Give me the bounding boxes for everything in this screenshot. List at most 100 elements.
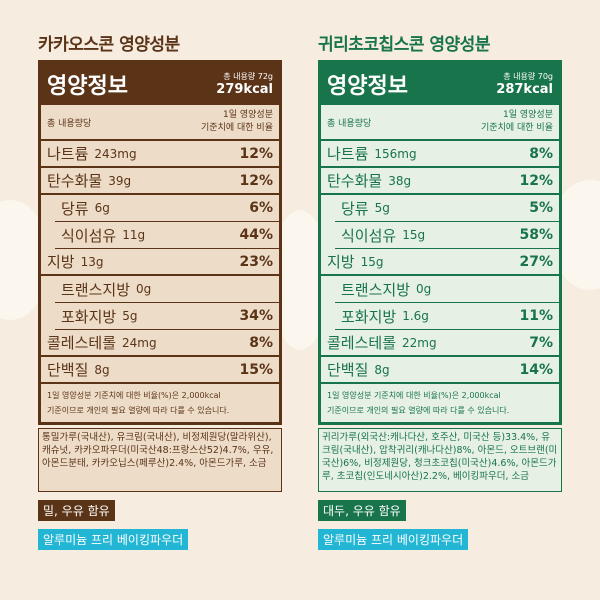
nutrient-name: 콜레스테롤	[327, 334, 397, 352]
nutrient-percent: 34%	[239, 308, 273, 324]
nutrient-percent: 23%	[239, 253, 273, 270]
tag-row: 밀, 우유 함유	[38, 492, 282, 521]
tag-row: 알루미늄 프리 베이킹파우더	[318, 521, 562, 550]
heading: 귀리초코칩스콘 영양성분	[318, 35, 490, 55]
heading: 카카오스콘 영양성분	[38, 35, 180, 55]
badge-tag: 알루미늄 프리 베이킹파우더	[38, 529, 189, 550]
kcal: 279kcal	[216, 82, 273, 97]
ingredients: 귀리가루(외국산:캐나다산, 호주산, 미국산 등)33.4%, 유크림(국내산…	[318, 428, 562, 492]
nutrient-row: 단백질 8g 14%	[321, 357, 559, 384]
nutrient-row: 나트륨 156mg 8%	[321, 141, 559, 168]
nutrient-percent: 12%	[239, 172, 273, 189]
nutrition-label: 영양정보 총 내용량 72g 279kcal 총 내용량당 1일 영양성분 기준치에 대한…	[38, 60, 282, 425]
nutrient-name: 트랜스지방	[61, 280, 131, 299]
nutrient-name: 탄수화물	[327, 172, 383, 190]
nutrient-row: 당류 5g 5%	[335, 195, 559, 222]
nutrient-percent: 15%	[239, 361, 273, 378]
nutrient-amount: 39g	[108, 173, 132, 188]
nutrient-amount: 243mg	[94, 146, 137, 161]
nutrient-amount: 22mg	[402, 335, 437, 350]
nutrient-row: 식이섬유 11g 44%	[55, 222, 279, 249]
ingredients: 통밀가루(국내산), 유크림(국내산), 비정제원당(말라위산), 캐슈넛, 카…	[38, 428, 282, 492]
nutrient-row: 트랜스지방 0g	[55, 276, 279, 303]
title-bar: 영양정보 총 내용량 70g 287kcal	[321, 63, 559, 105]
label-title: 영양정보	[327, 74, 408, 99]
nutrient-percent: 14%	[519, 361, 553, 378]
nutrient-percent: 8%	[529, 145, 553, 162]
nutrient-name: 트랜스지방	[341, 280, 411, 299]
badge-tag: 알루미늄 프리 베이킹파우더	[318, 529, 469, 550]
nutrient-percent: 44%	[239, 227, 273, 243]
nutrient-row: 포화지방 1.6g 11%	[335, 303, 559, 330]
nutrient-row: 지방 15g 27%	[321, 249, 559, 276]
nutrient-amount: 8g	[374, 362, 390, 377]
nutrient-amount: 5g	[374, 201, 390, 215]
nutrient-amount: 1.6g	[402, 309, 429, 323]
nutrient-percent: 12%	[519, 172, 553, 189]
nutrient-name: 당류	[61, 199, 89, 218]
nutrient-row: 탄수화물 39g 12%	[41, 168, 279, 195]
header-row: 총 내용량당 1일 영양성분 기준치에 대한 비율	[41, 105, 279, 141]
nutrient-row: 지방 13g 23%	[41, 249, 279, 276]
kcal: 287kcal	[496, 82, 553, 97]
tag-row: 대두, 우유 함유	[318, 492, 562, 521]
nutrient-percent: 8%	[249, 334, 273, 351]
label-title: 영양정보	[47, 74, 128, 99]
nutrient-percent: 12%	[239, 145, 273, 162]
nutrient-name: 나트륨	[47, 145, 89, 163]
nutrient-name: 지방	[327, 253, 355, 271]
allergen-tag: 밀, 우유 함유	[38, 500, 115, 521]
title-bar: 영양정보 총 내용량 72g 279kcal	[41, 63, 279, 105]
header-line: 1일 영양성분	[503, 110, 553, 120]
nutrient-percent: 7%	[529, 334, 553, 351]
header-right: 1일 영양성분 기준치에 대한 비율	[201, 109, 273, 135]
nutrient-name: 당류	[341, 199, 369, 218]
header-line: 기준치에 대한 비율	[481, 123, 553, 133]
nutrient-name: 나트륨	[327, 145, 369, 163]
nutrient-row: 식이섬유 15g 58%	[335, 222, 559, 249]
nutrient-row: 포화지방 5g 34%	[55, 303, 279, 330]
nutrient-percent: 58%	[519, 227, 553, 243]
nutrient-amount: 0g	[416, 282, 432, 296]
nutrient-amount: 24mg	[122, 335, 157, 350]
header-left: 총 내용량당	[327, 118, 372, 129]
nutrient-name: 단백질	[47, 361, 89, 379]
serving-info: 총 내용량 72g 279kcal	[216, 71, 273, 97]
nutrient-percent: 6%	[249, 200, 273, 216]
nutrient-amount: 8g	[94, 362, 110, 377]
tag-row: 알루미늄 프리 베이킹파우더	[38, 521, 282, 550]
nutrient-row: 당류 6g 6%	[55, 195, 279, 222]
nutrient-percent: 5%	[529, 200, 553, 216]
footnote-line: 1일 영양성분 기준치에 대한 비율(%)은 2,000kcal	[47, 391, 221, 400]
nutrient-name: 콜레스테롤	[47, 334, 117, 352]
header-line: 1일 영양성분	[223, 110, 273, 120]
nutrient-name: 단백질	[327, 361, 369, 379]
nutrient-name: 지방	[47, 253, 75, 271]
nutrient-name: 식이섬유	[61, 226, 117, 245]
nutrient-amount: 38g	[388, 173, 412, 188]
nutrient-amount: 15g	[360, 254, 384, 269]
nutrient-amount: 156mg	[374, 146, 417, 161]
nutrient-name: 식이섬유	[341, 226, 397, 245]
serving-info: 총 내용량 70g 287kcal	[496, 71, 553, 97]
nutrient-row: 단백질 8g 15%	[41, 357, 279, 384]
nutrient-amount: 11g	[122, 228, 146, 242]
nutrient-row: 콜레스테롤 22mg 7%	[321, 330, 559, 357]
footnote: 1일 영양성분 기준치에 대한 비율(%)은 2,000kcal 기준이므로 개인…	[41, 384, 279, 422]
allergen-tag: 대두, 우유 함유	[318, 500, 406, 521]
footnote-line: 1일 영양성분 기준치에 대한 비율(%)은 2,000kcal	[327, 391, 501, 400]
nutrient-name: 포화지방	[341, 307, 397, 326]
nutrient-row: 나트륨 243mg 12%	[41, 141, 279, 168]
header-left: 총 내용량당	[47, 118, 92, 129]
footnote: 1일 영양성분 기준치에 대한 비율(%)은 2,000kcal 기준이므로 개인…	[321, 384, 559, 422]
nutrient-percent: 27%	[519, 253, 553, 270]
nutrient-name: 포화지방	[61, 307, 117, 326]
nutrient-row: 트랜스지방 0g	[335, 276, 559, 303]
serving: 총 내용량 70g	[503, 72, 553, 81]
nutrient-amount: 13g	[80, 254, 104, 269]
